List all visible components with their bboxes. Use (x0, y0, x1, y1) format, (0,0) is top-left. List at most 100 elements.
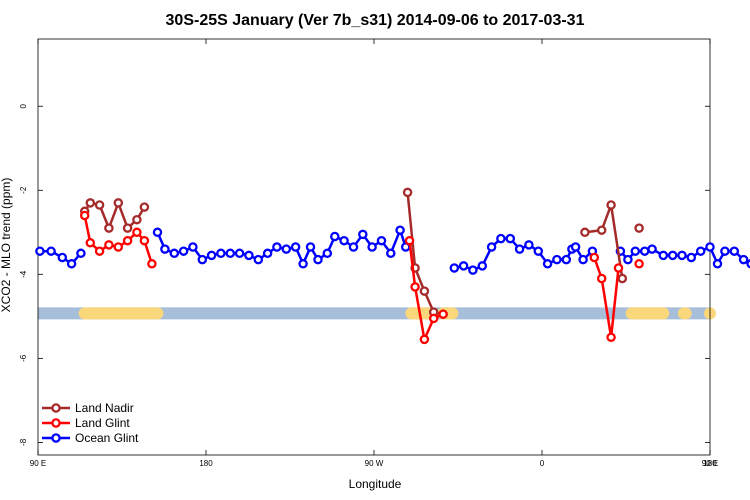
land-glint-point (132, 227, 142, 238)
ocean-glint-point (705, 242, 715, 252)
ocean-glint-point (281, 244, 292, 254)
legend-label-ocean-glint: Ocean Glint (75, 431, 139, 445)
ocean-glint-point (524, 240, 534, 250)
x-tick-label: 180 (199, 459, 213, 468)
ocean-glint-point (677, 250, 687, 261)
ocean-glint-point (630, 246, 641, 256)
legend-marker-ocean-glint (51, 433, 61, 443)
land-glint-point (419, 334, 430, 345)
ocean-glint-point (298, 259, 308, 269)
land-nadir-point (402, 187, 413, 198)
ocean-glint-point (578, 254, 588, 265)
ocean-glint-point (348, 242, 359, 252)
ocean-glint-point (720, 246, 730, 256)
series-layer (35, 187, 750, 345)
chart-title: 30S-25S January (Ver 7b_s31) 2014-09-06 … (166, 12, 585, 29)
land-nadir-point (85, 198, 96, 208)
ocean-glint-point (647, 244, 657, 254)
series-ocean-glint (35, 225, 750, 275)
ocean-glint-point (225, 248, 236, 259)
land-nadir-point (580, 227, 590, 238)
ocean-glint-point (178, 246, 189, 256)
y-tick-label: -8 (19, 438, 28, 446)
ocean-glint-point (57, 252, 68, 263)
land-glint-point (94, 246, 105, 256)
land-glint-point (104, 240, 114, 250)
ocean-glint-point (216, 248, 226, 259)
ocean-glint-point (339, 235, 349, 246)
ocean-glint-point (514, 244, 525, 254)
land-glint-point (634, 259, 644, 269)
ocean-glint-point (561, 254, 572, 265)
ocean-glint-point (667, 250, 678, 261)
ocean-glint-point (152, 227, 163, 238)
land-glint-point (404, 235, 415, 246)
ocean-glint-point (46, 246, 56, 256)
land-glint-point (589, 252, 600, 263)
ocean-glint-point (686, 252, 697, 263)
land-nadir-point (94, 200, 105, 210)
ocean-glint-point (197, 254, 208, 265)
land-glint-point (410, 282, 420, 292)
land-nadir-line (584, 203, 624, 279)
ocean-glint-point (477, 261, 488, 271)
y-tick-label: -2 (19, 186, 28, 194)
ocean-glint-point (712, 259, 723, 269)
land-nadir-point (139, 202, 150, 212)
ocean-glint-point (658, 250, 669, 261)
ocean-glint-point (738, 254, 749, 265)
land-nadir-point (617, 273, 628, 284)
land-glint-point (139, 235, 150, 246)
series-land-glint (79, 210, 644, 345)
x-tick-label: 0 (540, 459, 545, 468)
land-glint-point (122, 235, 133, 246)
land-nadir-point (419, 286, 430, 296)
land-glint-point (113, 242, 124, 252)
ocean-glint-point (234, 248, 245, 259)
y-tick-label: -4 (19, 270, 28, 278)
ocean-glint-point (244, 250, 254, 261)
land-nadir-point (634, 223, 644, 233)
ocean-glint-point (35, 246, 45, 256)
ocean-glint-point (468, 265, 478, 275)
ocean-glint-point (458, 261, 469, 271)
ocean-glint-point (552, 254, 562, 265)
y-axis-label: XCO2 - MLO trend (ppm) (0, 178, 13, 313)
ocean-glint-point (505, 233, 516, 244)
ocean-glint-point (169, 248, 180, 259)
land-nadir-point (606, 200, 616, 210)
y-tick-label: 0 (19, 103, 28, 108)
ocean-glint-point (746, 259, 750, 269)
ocean-glint-point (272, 242, 282, 252)
ocean-glint-point (305, 242, 316, 252)
ocean-glint-point (533, 246, 544, 256)
ocean-glint-point (449, 263, 460, 273)
land-glint-point (596, 273, 607, 284)
land-glint-point (147, 259, 157, 269)
land-glint-point (606, 332, 616, 343)
x-tick-label: 90 W (365, 459, 384, 468)
land-glint-line (593, 257, 620, 339)
ocean-glint-point (395, 225, 405, 235)
ocean-glint-point (386, 248, 396, 259)
land-nadir-point (122, 223, 133, 233)
land-nadir-point (113, 198, 124, 208)
legend-label-land-nadir: Land Nadir (75, 401, 134, 415)
land-nadir-point (132, 214, 142, 225)
ocean-glint-point (313, 254, 323, 265)
ocean-glint-point (66, 259, 77, 269)
x-tick-label: 90 E (30, 459, 46, 468)
ocean-glint-point (570, 242, 581, 252)
ocean-glint-point (322, 248, 333, 259)
x-axis-label: Longitude (349, 477, 402, 491)
ocean-glint-point (623, 254, 633, 265)
legend-marker-land-glint (51, 418, 61, 428)
x-tick-label: 90 E (702, 459, 718, 468)
ocean-glint-point (206, 250, 217, 261)
y-tick-label: -6 (19, 354, 28, 362)
land-nadir-point (596, 225, 607, 235)
ocean-glint-point (358, 229, 368, 240)
land-glint-point (438, 309, 448, 319)
